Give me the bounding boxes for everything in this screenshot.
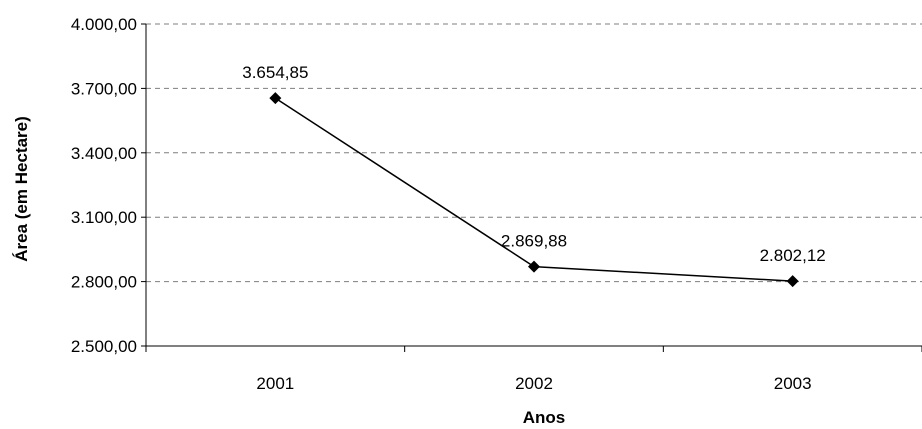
axes <box>141 23 922 352</box>
x-tick-label: 2002 <box>515 374 553 393</box>
series-line <box>274 97 793 282</box>
x-tick-labels: 2001 2002 2003 <box>256 374 811 393</box>
data-labels: 3.654,85 2.869,88 2.802,12 <box>242 63 826 265</box>
y-tick-label: 3.400,00 <box>71 144 137 163</box>
x-axis-title: Anos <box>523 408 566 427</box>
y-tick-label: 3.700,00 <box>71 79 137 98</box>
series-polyline <box>274 97 793 282</box>
y-axis-title: Área (em Hectare) <box>12 116 31 262</box>
data-point-marker <box>528 260 540 273</box>
y-tick-labels: 2.500,00 2.800,00 3.100,00 3.400,00 3.700,00… <box>71 15 137 356</box>
gridlines <box>146 23 922 283</box>
x-tick-label: 2001 <box>256 374 294 393</box>
data-point-marker <box>786 275 799 288</box>
data-point-marker <box>269 92 282 105</box>
data-label: 3.654,85 <box>242 63 308 82</box>
data-points <box>269 92 799 288</box>
y-tick-label: 2.800,00 <box>71 273 137 292</box>
y-tick-label: 3.100,00 <box>71 208 137 227</box>
y-tick-label: 2.500,00 <box>71 337 137 356</box>
data-label: 2.869,88 <box>501 232 567 251</box>
x-tick-label: 2003 <box>774 374 812 393</box>
y-tick-label: 4.000,00 <box>71 15 137 34</box>
data-label: 2.802,12 <box>760 246 826 265</box>
